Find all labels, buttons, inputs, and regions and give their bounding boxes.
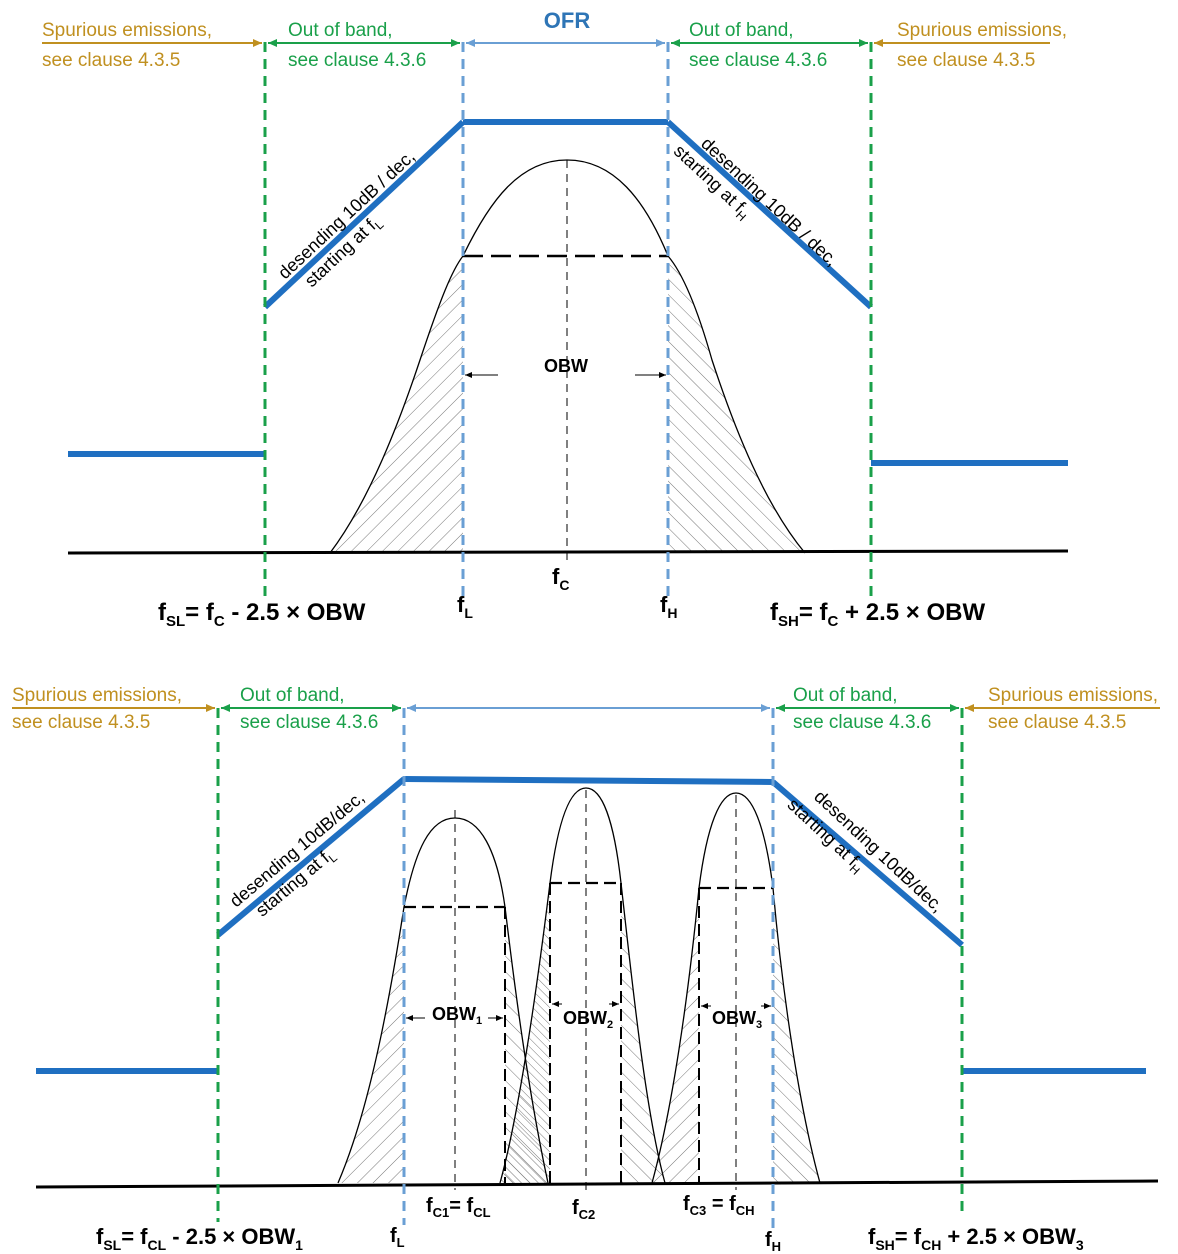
top-mask-right-slope (665, 119, 874, 310)
bottom-fc1-label: fC1= fCL (426, 1195, 491, 1220)
top-right-tail-hatch (668, 256, 805, 553)
bottom-fc2-label: fC2 (572, 1197, 595, 1222)
bottom-mask-left-slope (216, 776, 406, 938)
bottom-oob-left-text: Out of band, see clause 4.3.6 (240, 685, 378, 733)
bottom-c3-left-hatch (652, 888, 699, 1183)
bottom-fc3-label: fC3 = fCH (683, 1193, 755, 1218)
top-x-axis (67, 549, 1069, 555)
top-fh-label: fH (660, 592, 677, 621)
bottom-fsh-formula: fSH= fCH + 2.5 × OBW3 (868, 1224, 1084, 1253)
top-mask-left-slope (262, 119, 466, 310)
bottom-mask-right-slope (771, 779, 964, 948)
bottom-spurious-left-text: Spurious emissions, see clause 4.3.5 (12, 685, 187, 733)
top-fsl-formula: fSL= fC - 2.5 × OBW (158, 599, 366, 630)
top-diagram: Spurious emissions, see clause 4.3.5 Out… (42, 8, 1072, 630)
top-fc-label: fC (552, 564, 569, 593)
bottom-c3-curve (651, 792, 821, 1184)
top-oob-right-text: Out of band, see clause 4.3.6 (689, 20, 827, 71)
bottom-fsl-formula: fSL= fCL - 2.5 × OBW1 (96, 1224, 303, 1253)
bottom-fh-label: fH (765, 1229, 781, 1254)
top-fsh-formula: fSH= fC + 2.5 × OBW (770, 599, 985, 630)
top-oob-left-text: Out of band, see clause 4.3.6 (288, 20, 426, 71)
bottom-obw3-label: OBW3 (712, 1008, 762, 1031)
bottom-c1-left-hatch (338, 907, 404, 1183)
bottom-c2-left-hatch (500, 883, 550, 1183)
bottom-obw1-label: OBW1 (432, 1004, 482, 1027)
bottom-x-axis (35, 1179, 1159, 1189)
bottom-oob-right-text: Out of band, see clause 4.3.6 (793, 685, 931, 733)
bottom-spurious-right-text: Spurious emissions, see clause 4.3.5 (988, 685, 1163, 733)
bottom-obw2-label: OBW2 (563, 1008, 613, 1031)
bottom-c2-right-hatch (621, 883, 665, 1183)
top-spurious-left-text: Spurious emissions, see clause 4.3.5 (42, 20, 217, 71)
bottom-c3-right-hatch (773, 888, 820, 1183)
top-spurious-right-text: Spurious emissions, see clause 4.3.5 (897, 20, 1072, 71)
bottom-fl-label: fL (390, 1225, 405, 1250)
top-obw-label: OBW (544, 356, 588, 376)
bottom-c2-curve (499, 787, 666, 1184)
top-fl-label: fL (457, 592, 473, 621)
top-left-tail-hatch (330, 256, 463, 553)
bottom-mask-plateau (403, 776, 774, 785)
bottom-diagram: Spurious emissions, see clause 4.3.5 Out… (12, 685, 1163, 1254)
top-ofr-label: OFR (544, 8, 591, 33)
